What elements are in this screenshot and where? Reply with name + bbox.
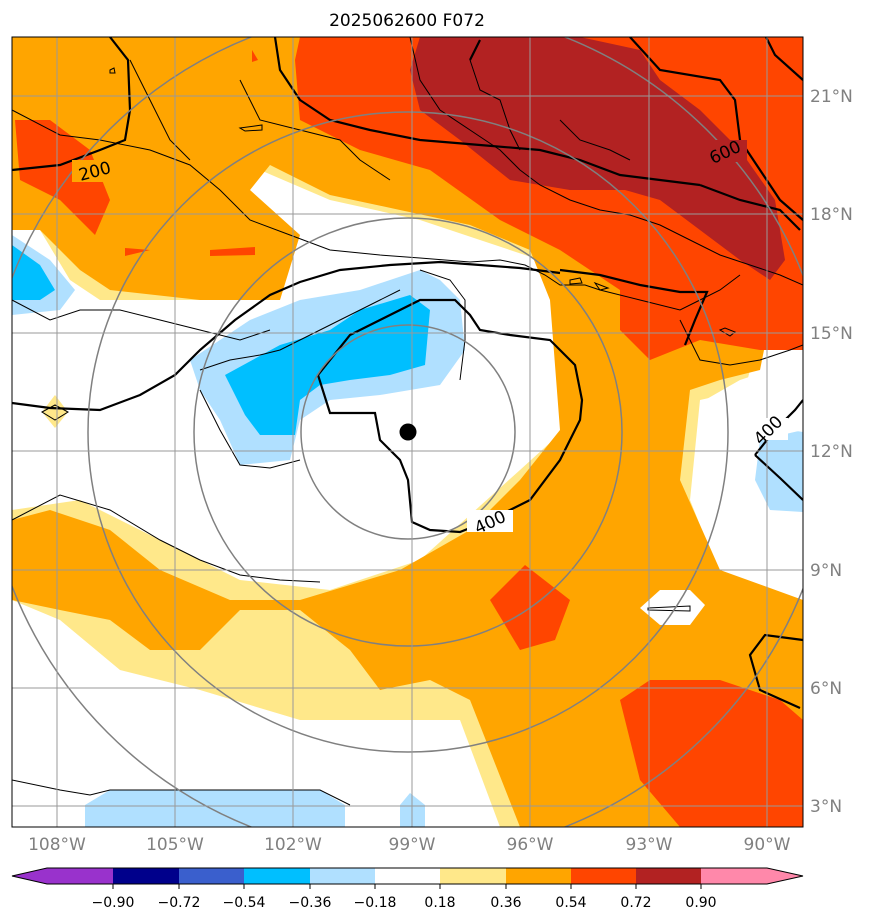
lat-label: 6°N bbox=[810, 679, 842, 699]
colorbar-swatch bbox=[440, 868, 506, 884]
colorbar-extend-high bbox=[767, 868, 803, 884]
lat-label: 15°N bbox=[810, 324, 853, 344]
map-title: 2025062600 F072 bbox=[329, 11, 485, 31]
lon-label: 96°W bbox=[507, 835, 554, 855]
lon-label: 108°W bbox=[28, 835, 86, 855]
field-strong-positive bbox=[410, 37, 785, 280]
storm-center-marker bbox=[399, 423, 417, 441]
colorbar-swatch bbox=[506, 868, 571, 884]
colorbar-tick-label: −0.90 bbox=[92, 895, 135, 911]
colorbar-tick-label: 0.36 bbox=[490, 895, 521, 911]
colorbar-swatch bbox=[636, 868, 701, 884]
colorbar-tick-label: −0.54 bbox=[223, 895, 266, 911]
colorbar-swatch bbox=[47, 868, 113, 884]
colorbar-tick-label: 0.90 bbox=[685, 895, 716, 911]
colorbar-swatch bbox=[179, 868, 244, 884]
map-plot-area: 200 400 400 600 bbox=[12, 37, 803, 827]
range-rings bbox=[12, 37, 803, 827]
colorbar: −0.90 −0.72 −0.54 −0.36 −0.18 0.18 0.36 … bbox=[11, 867, 804, 911]
colorbar-tick-label: −0.72 bbox=[158, 895, 201, 911]
coastlines bbox=[12, 37, 803, 806]
field-moderate-negative bbox=[12, 245, 430, 435]
longitude-labels: 108°W 105°W 102°W 99°W 96°W 93°W 90°W bbox=[28, 835, 791, 855]
lon-label: 102°W bbox=[264, 835, 322, 855]
lon-label: 99°W bbox=[389, 835, 436, 855]
colorbar-tick-label: 0.54 bbox=[555, 895, 586, 911]
colorbar-swatch bbox=[244, 868, 310, 884]
colorbar-extend-low bbox=[12, 868, 47, 884]
colorbar-swatch bbox=[113, 868, 179, 884]
lon-label: 93°W bbox=[626, 835, 673, 855]
lat-label: 12°N bbox=[810, 442, 853, 462]
lat-label: 9°N bbox=[810, 561, 842, 581]
lat-label: 21°N bbox=[810, 87, 853, 107]
colorbar-swatch bbox=[375, 868, 440, 884]
colorbar-swatch bbox=[571, 868, 636, 884]
contour-lines bbox=[12, 37, 803, 710]
plot-frame bbox=[11, 36, 804, 828]
colorbar-tick-label: 0.72 bbox=[620, 895, 651, 911]
latitude-labels: 3°N 6°N 9°N 12°N 15°N 18°N 21°N bbox=[810, 87, 853, 817]
colorbar-swatch bbox=[701, 868, 767, 884]
colorbar-swatch bbox=[310, 868, 375, 884]
lon-label: 90°W bbox=[744, 835, 791, 855]
colorbar-tick-label: −0.18 bbox=[354, 895, 397, 911]
lat-label: 18°N bbox=[810, 205, 853, 225]
colorbar-tick-label: −0.36 bbox=[289, 895, 332, 911]
colorbar-outline bbox=[11, 867, 804, 885]
lat-label: 3°N bbox=[810, 797, 842, 817]
lon-label: 105°W bbox=[146, 835, 204, 855]
colorbar-tick-label: 0.18 bbox=[424, 895, 455, 911]
